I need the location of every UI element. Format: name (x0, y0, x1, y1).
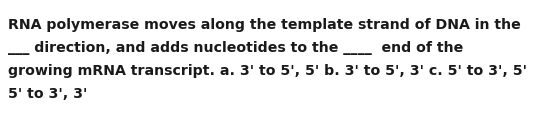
Text: RNA polymerase moves along the template strand of DNA in the: RNA polymerase moves along the template … (8, 18, 521, 32)
Text: growing mRNA transcript. a. 3' to 5', 5' b. 3' to 5', 3' c. 5' to 3', 5': growing mRNA transcript. a. 3' to 5', 5'… (8, 64, 527, 78)
Text: ___ direction, and adds nucleotides to the ____  end of the: ___ direction, and adds nucleotides to t… (8, 41, 463, 55)
Text: 5' to 3', 3': 5' to 3', 3' (8, 87, 88, 101)
